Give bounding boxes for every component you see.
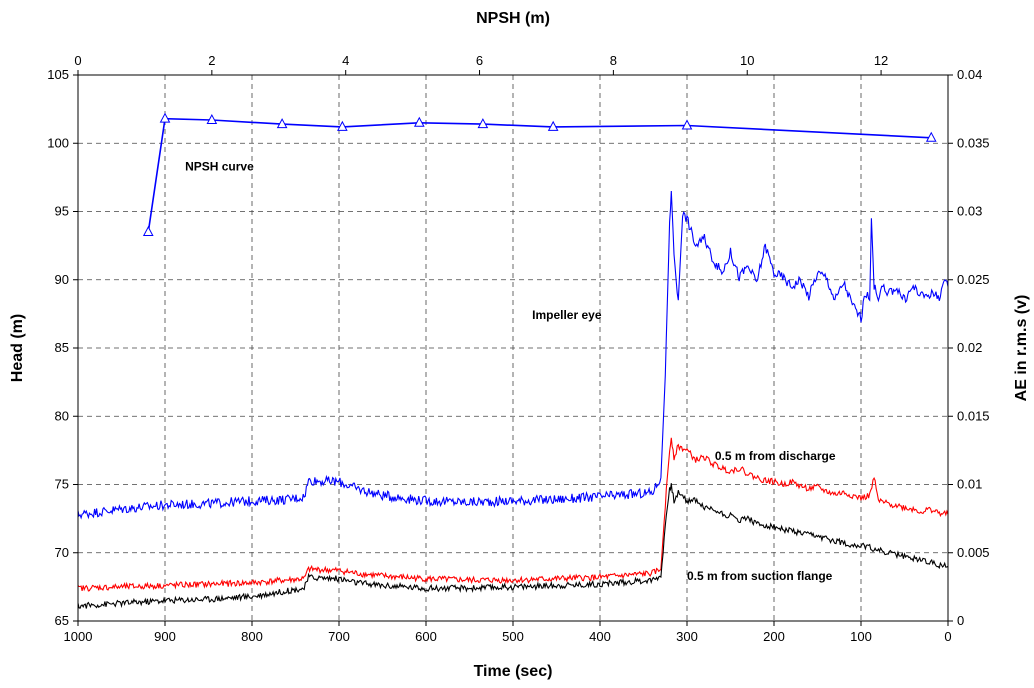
y2-axis-title: AE in r.m.s (v) [1013,295,1030,402]
x2-axis-title: NPSH (m) [476,10,550,27]
x-tick-label: 500 [502,629,524,644]
annotation-label: 0.5 m from discharge [715,449,836,463]
x2-tick-label: 2 [208,53,215,68]
annotation-label: NPSH curve [185,159,254,173]
x2-tick-label: 0 [74,53,81,68]
y2-tick-label: 0.035 [957,135,990,150]
x2-tick-label: 8 [610,53,617,68]
series-layer [77,112,949,609]
x-tick-label: 700 [328,629,350,644]
y-tick-label: 100 [47,135,69,150]
y2-tick-label: 0.015 [957,408,990,423]
x2-tick-label: 4 [342,53,349,68]
x-tick-label: 600 [415,629,437,644]
y-tick-label: 95 [55,204,69,219]
npsh-point-marker [337,120,348,131]
x2-tick-label: 10 [740,53,754,68]
npsh-point-marker [159,112,171,123]
y-tick-label: 70 [55,545,69,560]
y2-tick-label: 0.04 [957,67,982,82]
npsh-point-marker [206,113,218,125]
x-tick-label: 200 [763,629,785,644]
npsh-point-marker [925,131,937,142]
npsh-point-marker [477,118,489,129]
x-tick-label: 400 [589,629,611,644]
npsh-point-marker [547,120,559,131]
annotation-label: 0.5 m from suction flange [687,569,833,583]
grid-layer [78,75,948,621]
x2-tick-label: 12 [874,53,888,68]
y-tick-label: 80 [55,408,69,423]
x-axis-title: Time (sec) [474,663,553,680]
ticks-layer [73,70,953,626]
x-tick-label: 1000 [64,629,93,644]
series-line-1 [147,117,932,233]
x-tick-label: 100 [850,629,872,644]
y2-tick-label: 0.025 [957,272,990,287]
y2-tick-label: 0 [957,613,964,628]
y2-tick-label: 0.01 [957,477,982,492]
npsh-point-marker [413,116,425,127]
y-axis-title: Head (m) [9,314,26,382]
y-tick-label: 75 [55,477,69,492]
y2-tick-label: 0.03 [957,204,982,219]
y-tick-label: 65 [55,613,69,628]
y2-tick-label: 0.02 [957,340,982,355]
x2-tick-label: 6 [476,53,483,68]
y-tick-label: 90 [55,272,69,287]
x-tick-label: 900 [154,629,176,644]
npsh-point-marker [681,119,693,130]
series-line-4 [77,483,949,609]
x-tick-label: 0 [944,629,951,644]
y2-tick-label: 0.005 [957,545,990,560]
x-tick-label: 800 [241,629,263,644]
annotation-label: Impeller eye [532,308,602,322]
series-line-2 [77,190,949,520]
y-tick-label: 85 [55,340,69,355]
y-tick-label: 105 [47,67,69,82]
labels-layer: 1000 900 800 700 600 500 400 300 200 100 00 2 4 6 8 10 1… [47,53,989,644]
series-line-3 [77,437,949,592]
x-tick-label: 300 [676,629,698,644]
npsh-point-marker [276,118,288,129]
npsh-point-marker [142,225,154,236]
